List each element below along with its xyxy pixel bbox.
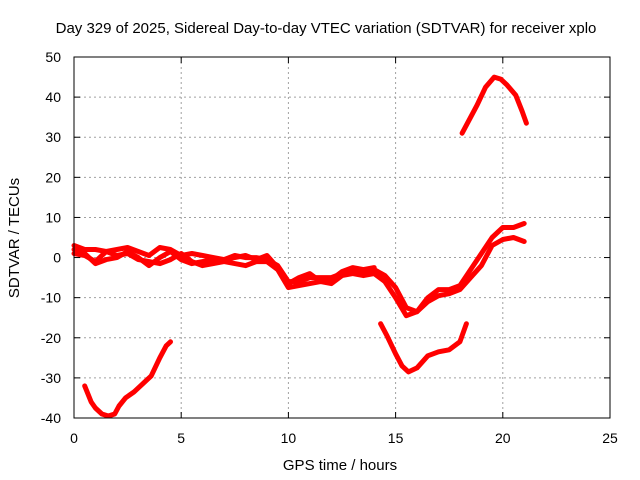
x-axis-label: GPS time / hours xyxy=(283,457,397,474)
x-tick-label: 0 xyxy=(70,430,78,446)
y-tick-label: -40 xyxy=(41,410,61,426)
series-line-pass-main-a xyxy=(71,221,527,315)
x-tick-label: 10 xyxy=(281,430,297,446)
y-tick-label: 10 xyxy=(45,209,61,225)
x-tick-label: 20 xyxy=(495,430,511,446)
y-tick-label: -30 xyxy=(41,370,61,386)
x-tick-label: 5 xyxy=(177,430,185,446)
y-tick-label: 30 xyxy=(45,129,61,145)
plot-frame xyxy=(73,56,611,419)
x-tick-label: 15 xyxy=(388,430,404,446)
y-tick-label: 50 xyxy=(45,49,61,65)
y-tick-label: -10 xyxy=(41,290,61,306)
y-tick-label: 40 xyxy=(45,89,61,105)
tick-label-layer: 0 5 10 15 20 25 -40 -30 -20 -10 0 10 20 30 40 50 xyxy=(41,49,618,446)
y-tick-label: 0 xyxy=(53,250,61,266)
series-line-pass-main-c xyxy=(71,247,377,287)
grid-layer xyxy=(74,57,610,418)
series-line-pass-evening-high xyxy=(459,74,529,136)
y-tick-label: 20 xyxy=(45,169,61,185)
tick-layer xyxy=(73,56,611,419)
chart-title: Day 329 of 2025, Sidereal Day-to-day VTE… xyxy=(56,20,597,37)
y-axis-label: SDTVAR / TECUs xyxy=(6,178,23,298)
data-layer xyxy=(71,74,529,419)
series-line-pass-main-b xyxy=(71,235,527,319)
series-line-pass-afternoon-low xyxy=(378,321,469,375)
x-tick-label: 25 xyxy=(602,430,618,446)
y-tick-label: -20 xyxy=(41,330,61,346)
series-line-pass-early-low xyxy=(82,339,173,419)
